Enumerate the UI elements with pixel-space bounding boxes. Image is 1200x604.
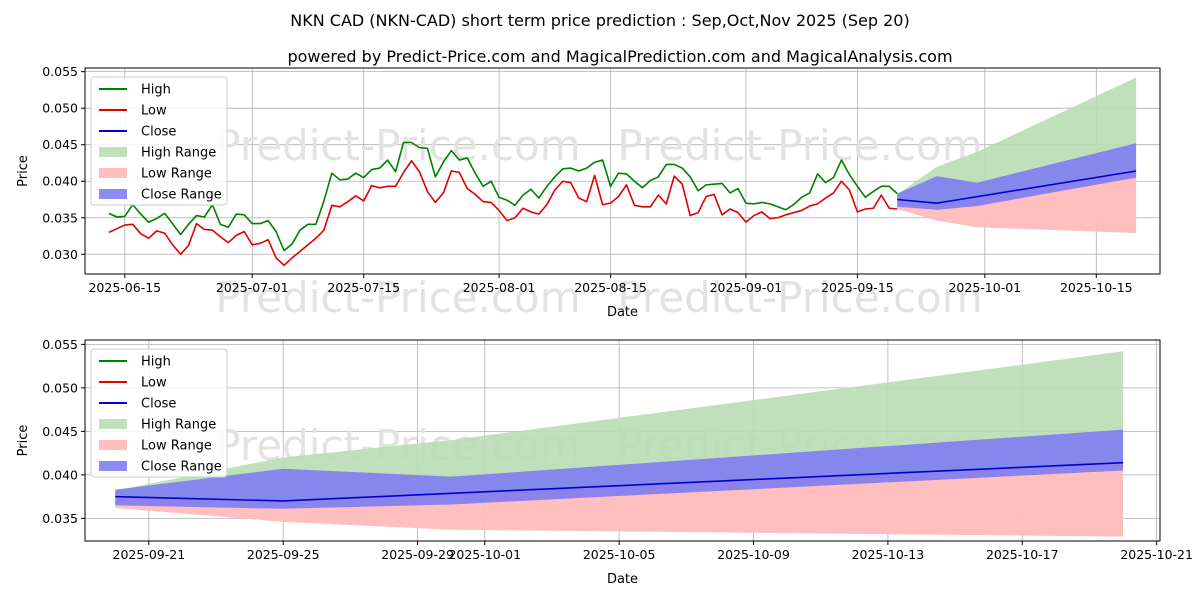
legend-item-close-range: Close Range <box>99 460 222 475</box>
legend-item-high: High <box>99 355 171 370</box>
x-tick-label: 2025-09-25 <box>247 547 320 562</box>
x-tick-label: 2025-10-21 <box>1120 547 1193 562</box>
legend-label: Close Range <box>141 460 222 475</box>
y-axis-label: Price <box>16 425 31 457</box>
legend-label: Low Range <box>141 167 212 182</box>
y-tick-label: 0.035 <box>42 511 78 526</box>
legend-swatch <box>99 168 127 178</box>
grid-lines <box>85 68 1160 274</box>
x-tick-label: 2025-10-15 <box>1060 280 1133 295</box>
axis-ticks: 2025-09-21 2025-09-25 2025-09-292025-10-01… <box>42 337 1193 562</box>
legend-item-low: Low <box>99 376 167 391</box>
close-series-line <box>897 170 1137 204</box>
high-series-line <box>108 141 898 252</box>
legend-swatch <box>99 419 127 429</box>
y-tick-label: 0.045 <box>42 137 78 152</box>
x-axis-label: Date <box>607 572 638 587</box>
x-tick-label: 2025-10-01 <box>948 280 1021 295</box>
plot-frame <box>84 67 1161 275</box>
legend-label: Low <box>141 376 167 391</box>
legend-label: High Range <box>141 146 216 161</box>
legend-item-close: Close <box>99 125 176 140</box>
x-tick-label: 2025-09-29 <box>381 547 454 562</box>
watermark-text: Predict-Price.com <box>617 273 982 322</box>
y-tick-label: 0.030 <box>42 247 78 262</box>
legend: High Low Close High Range Low Range Close Ran… <box>90 348 228 478</box>
x-tick-label: 2025-10-09 <box>717 547 790 562</box>
y-tick-label: 0.050 <box>42 380 78 395</box>
chart-subtitle: powered by Predict-Price.com and Magical… <box>287 47 952 66</box>
low-series-line <box>108 159 898 267</box>
bottom-panel: Predict-Price.comPredict-Price.com2025-0… <box>16 337 1193 587</box>
legend-item-high: High <box>99 83 171 98</box>
x-tick-label: 2025-07-15 <box>327 280 400 295</box>
x-tick-label: 2025-08-15 <box>574 280 647 295</box>
close-range-band <box>115 429 1124 509</box>
legend-label: Close <box>141 125 176 140</box>
x-tick-label: 2025-09-01 <box>710 280 783 295</box>
legend-label: Close <box>141 397 176 412</box>
y-tick-label: 0.040 <box>42 174 78 189</box>
watermark-text: Predict-Price.com <box>617 121 982 170</box>
chart-title: NKN CAD (NKN-CAD) short term price predi… <box>290 11 909 30</box>
legend-label: Close Range <box>141 188 222 203</box>
x-tick-label: 2025-10-17 <box>986 547 1059 562</box>
legend-label: Low <box>141 104 167 119</box>
close-series-line <box>115 461 1124 502</box>
y-tick-label: 0.055 <box>42 337 78 352</box>
legend: High Low Close High Range Low Range Close Ran… <box>90 76 228 206</box>
legend-label: Low Range <box>141 439 212 454</box>
plot-frame <box>84 339 1161 542</box>
y-tick-label: 0.035 <box>42 210 78 225</box>
legend-label: High Range <box>141 418 216 433</box>
y-tick-label: 0.055 <box>42 64 78 79</box>
y-axis-label: Price <box>16 155 31 187</box>
legend-swatch <box>99 147 127 157</box>
y-tick-label: 0.040 <box>42 467 78 482</box>
axis-ticks: 2025-06-15 2025-07-01 2025-07-15 2025-08-01… <box>42 64 1132 295</box>
legend-item-low-range: Low Range <box>99 167 212 182</box>
x-tick-label: 2025-10-05 <box>583 547 656 562</box>
y-tick-label: 0.045 <box>42 424 78 439</box>
legend-item-high-range: High Range <box>99 418 216 433</box>
legend-item-close: Close <box>99 397 176 412</box>
x-tick-label: 2025-06-15 <box>88 280 161 295</box>
legend-item-high-range: High Range <box>99 146 216 161</box>
y-tick-label: 0.050 <box>42 101 78 116</box>
legend-item-low: Low <box>99 104 167 119</box>
x-tick-label: 2025-08-01 <box>463 280 536 295</box>
watermark-text: Predict-Price.com <box>215 273 580 322</box>
plot-area <box>115 351 1124 537</box>
x-tick-label: 2025-07-01 <box>216 280 289 295</box>
top-panel: Predict-Price.com Predict-Price.com Predic… <box>16 64 1161 322</box>
legend-label: High <box>141 83 171 98</box>
x-tick-label: 2025-10-13 <box>852 547 925 562</box>
legend-item-close-range: Close Range <box>99 188 222 203</box>
x-tick-label: 2025-09-15 <box>821 280 894 295</box>
x-axis-label: Date <box>607 305 638 320</box>
legend-label: High <box>141 355 171 370</box>
legend-item-low-range: Low Range <box>99 439 212 454</box>
legend-swatch <box>99 189 127 199</box>
plot-area <box>108 77 1137 267</box>
close-range-band <box>897 143 1137 210</box>
x-tick-label: 2025-10-01 <box>448 547 521 562</box>
legend-swatch <box>99 461 127 471</box>
watermark: Predict-Price.com Predict-Price.com Predic… <box>215 121 982 322</box>
legend-swatch <box>99 440 127 450</box>
x-tick-label: 2025-09-21 <box>113 547 186 562</box>
